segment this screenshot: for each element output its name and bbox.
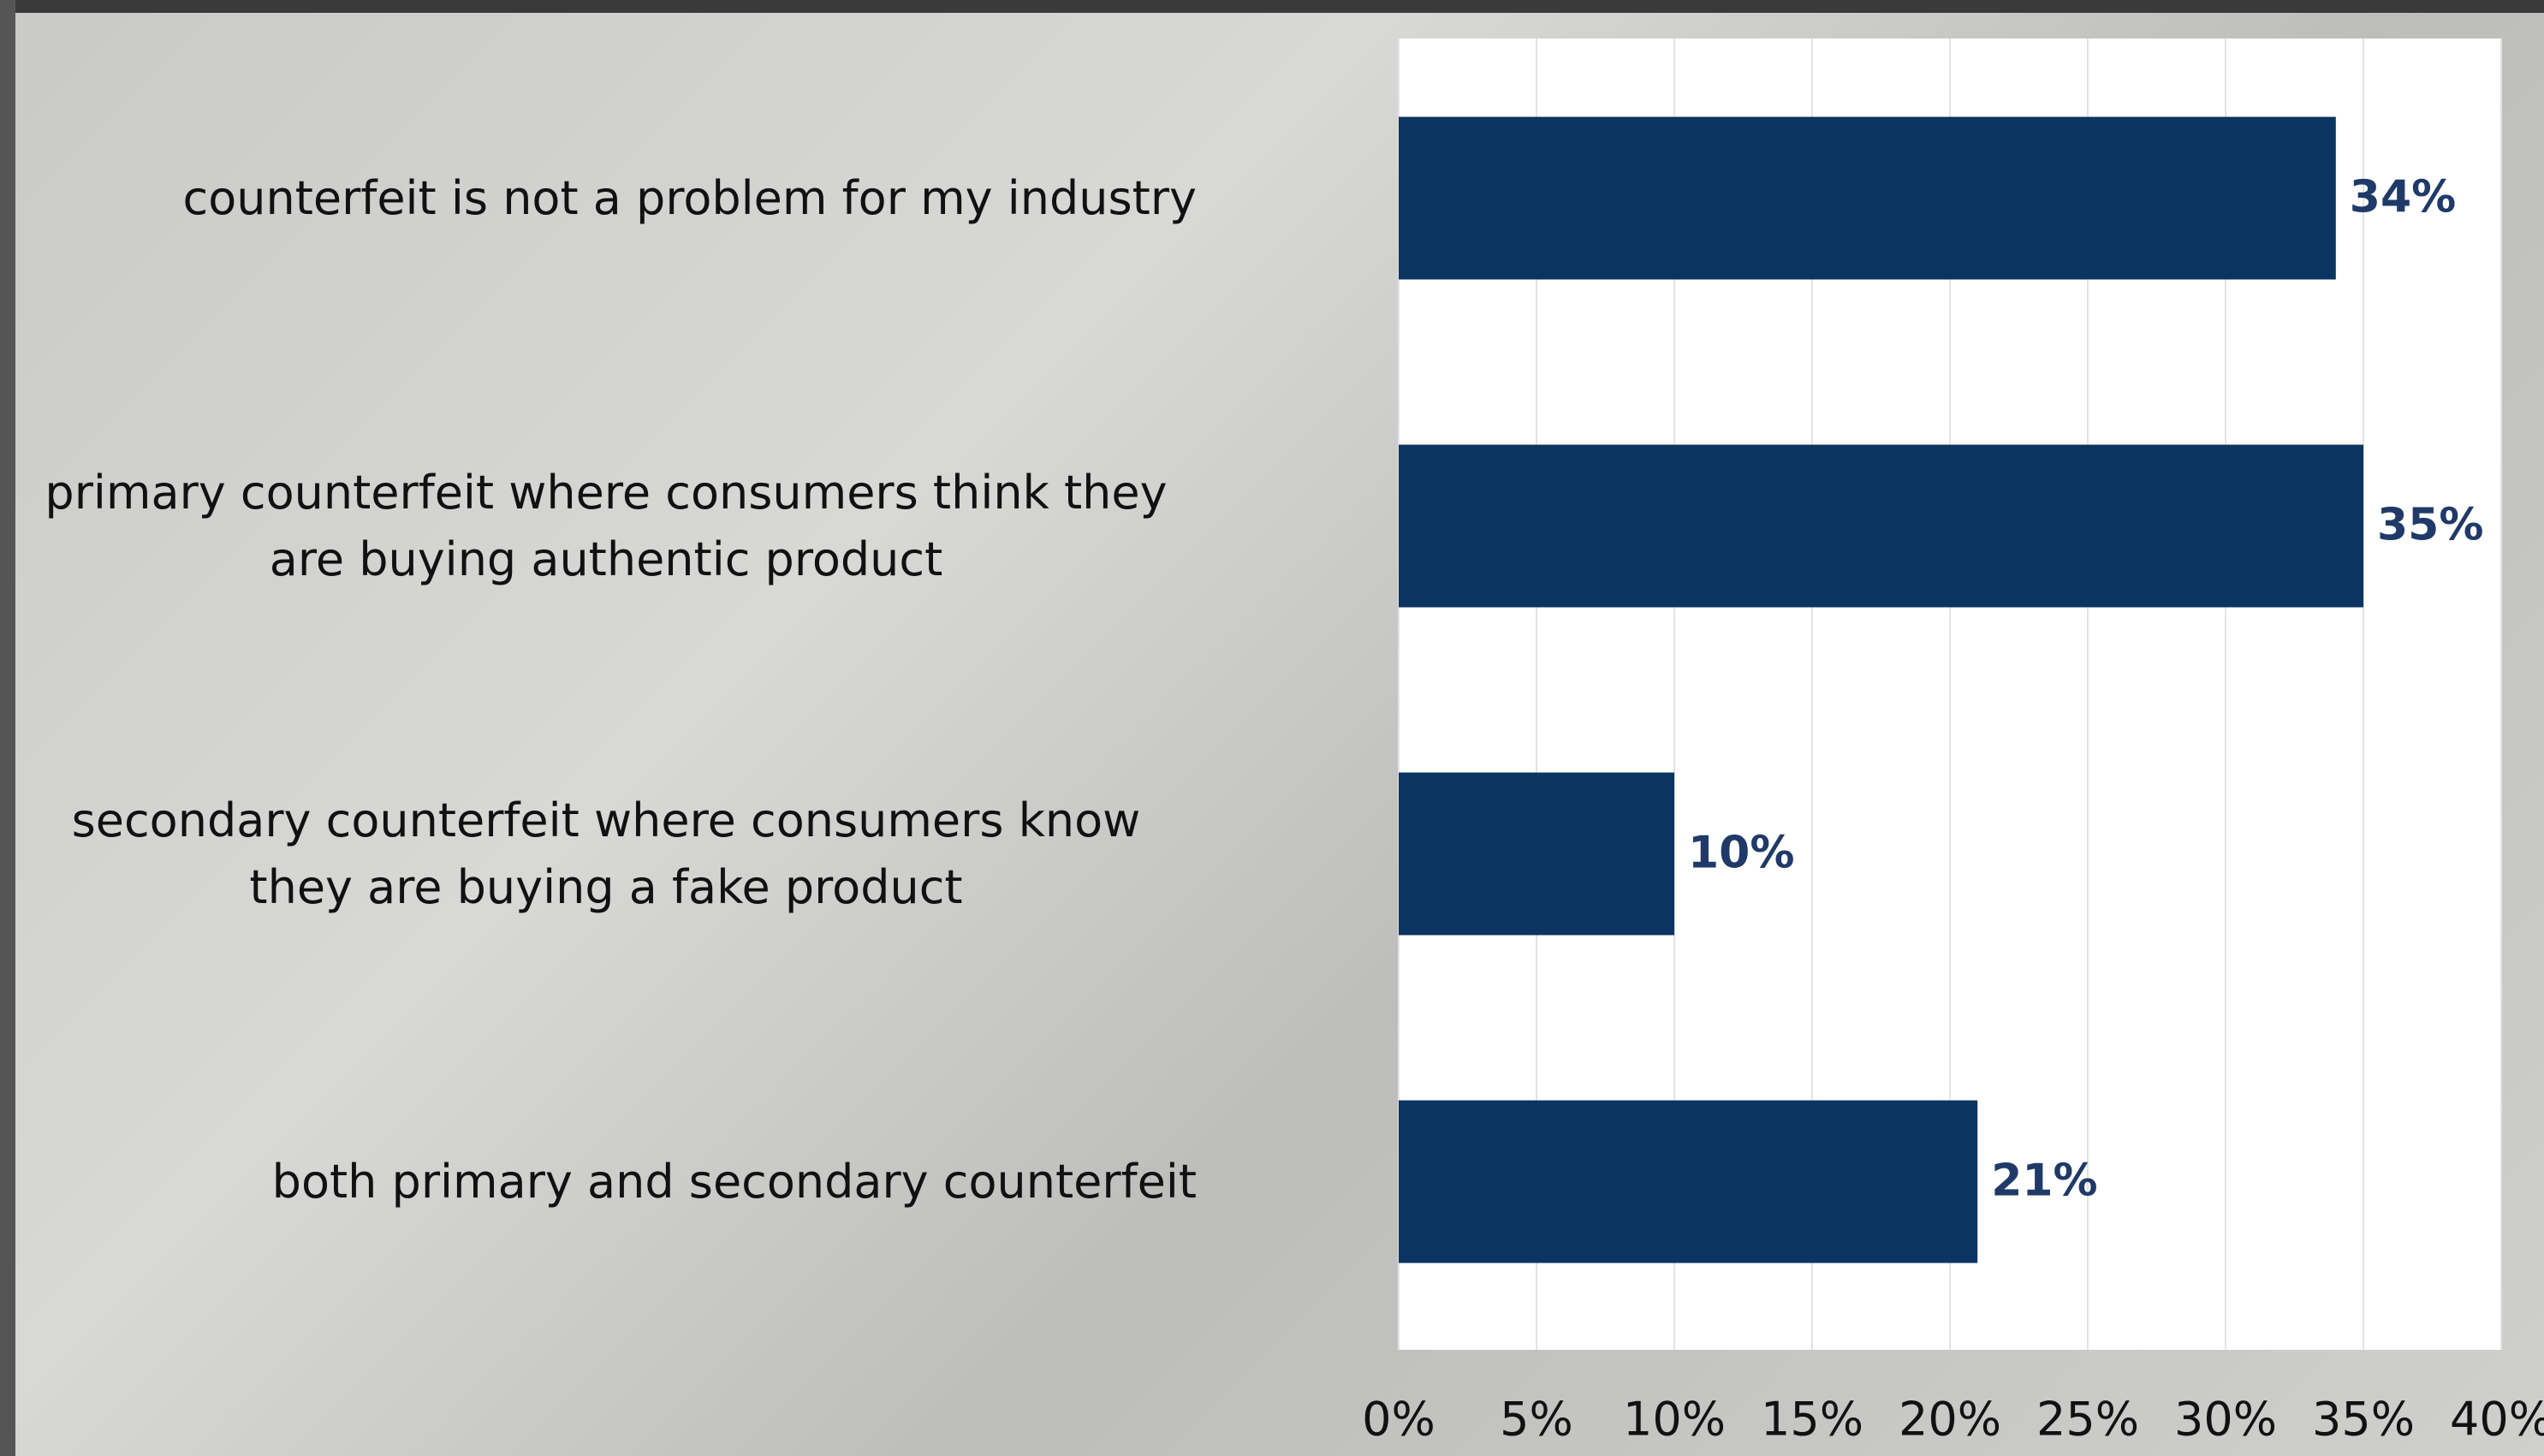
x-tick-label: 25%	[2036, 1393, 2139, 1447]
frame-left	[0, 0, 15, 1456]
bar	[1399, 116, 2336, 280]
x-tick-label: 40%	[2450, 1393, 2544, 1447]
value-label: 35%	[2377, 500, 2483, 551]
x-tick-label: 35%	[2312, 1393, 2415, 1447]
category-label: secondary counterfeit where consumers kn…	[71, 793, 1141, 914]
value-label: 21%	[1991, 1156, 2097, 1207]
x-tick-label: 20%	[1899, 1393, 2001, 1447]
category-label: both primary and secondary counterfeit	[271, 1154, 1197, 1209]
frame-top	[0, 0, 2544, 13]
bar	[1399, 1100, 1978, 1263]
x-tick-label: 10%	[1623, 1393, 1726, 1447]
category-label: primary counterfeit where consumers thin…	[45, 465, 1168, 586]
category-label-box: primary counterfeit where consumers thin…	[15, 441, 1197, 612]
category-label-box: both primary and secondary counterfeit	[15, 1096, 1197, 1268]
x-tick-label: 5%	[1500, 1393, 1573, 1447]
category-label: counterfeit is not a problem for my indu…	[182, 170, 1197, 225]
category-label-box: secondary counterfeit where consumers kn…	[15, 769, 1197, 940]
x-tick-label: 0%	[1362, 1393, 1435, 1447]
value-label: 10%	[1688, 828, 1794, 879]
category-label-box: counterfeit is not a problem for my indu…	[15, 113, 1197, 284]
value-label: 34%	[2350, 172, 2456, 223]
bar	[1399, 772, 1674, 936]
x-tick-label: 30%	[2174, 1393, 2277, 1447]
x-tick-label: 15%	[1761, 1393, 1863, 1447]
bar	[1399, 444, 2363, 608]
